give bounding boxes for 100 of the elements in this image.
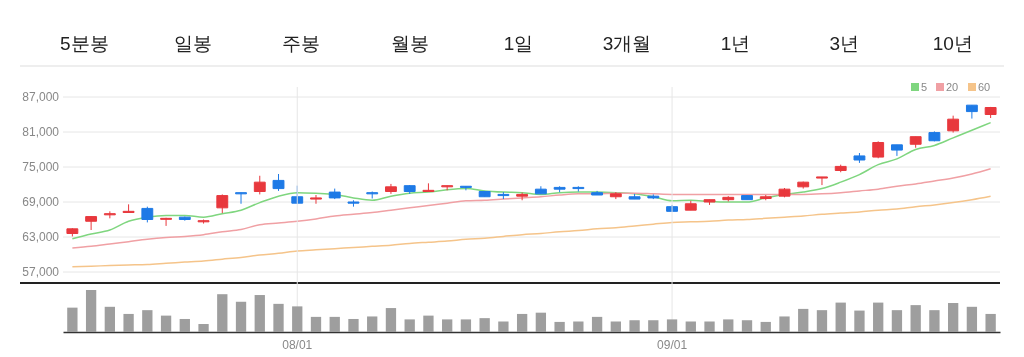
candlestick bbox=[385, 183, 397, 195]
bar bbox=[385, 308, 397, 332]
candlestick bbox=[478, 190, 491, 198]
bar bbox=[292, 306, 303, 332]
candlestick bbox=[310, 194, 322, 205]
candlestick bbox=[609, 191, 622, 200]
bar bbox=[498, 321, 509, 332]
candlestick bbox=[160, 217, 172, 227]
bar bbox=[704, 321, 715, 332]
candlestick bbox=[85, 215, 98, 231]
bar bbox=[966, 306, 978, 332]
period-tabs: 5분봉 일봉 주봉 월봉 1일 3개월 1년 3년 10년 bbox=[60, 32, 973, 54]
candlestick bbox=[891, 144, 903, 157]
bar bbox=[423, 315, 434, 332]
candlestick bbox=[703, 199, 716, 206]
bar bbox=[891, 310, 903, 332]
line-series bbox=[71, 121, 992, 240]
line-series bbox=[71, 168, 992, 249]
candlestick bbox=[534, 185, 547, 195]
bar bbox=[554, 321, 565, 332]
y-tick-label: 81,000 bbox=[22, 125, 60, 140]
bar bbox=[929, 310, 940, 332]
bar bbox=[142, 310, 153, 332]
candlestick bbox=[572, 185, 585, 192]
candlestick bbox=[909, 136, 922, 149]
candlestick bbox=[178, 216, 191, 222]
candlestick bbox=[122, 203, 135, 213]
bar bbox=[910, 305, 921, 332]
bar bbox=[160, 315, 172, 332]
candlestick bbox=[497, 191, 510, 200]
bar bbox=[442, 319, 453, 332]
bar bbox=[535, 312, 547, 332]
candlestick bbox=[984, 106, 997, 119]
bar bbox=[723, 319, 734, 332]
bar bbox=[816, 310, 828, 332]
candlestick bbox=[272, 173, 285, 192]
bar bbox=[85, 290, 97, 332]
bar bbox=[179, 318, 190, 332]
legend-label: 20 bbox=[946, 80, 959, 93]
candlestick bbox=[403, 184, 416, 195]
bar bbox=[573, 321, 584, 332]
candlestick bbox=[816, 176, 828, 186]
bar bbox=[67, 307, 78, 332]
y-tick-label: 63,000 bbox=[22, 230, 60, 245]
candlestick bbox=[422, 182, 435, 192]
candlestick bbox=[628, 193, 641, 200]
bar bbox=[123, 313, 134, 332]
y-tick-label: 75,000 bbox=[22, 160, 60, 175]
bar bbox=[741, 320, 753, 332]
candlestick bbox=[947, 115, 960, 134]
candlestick bbox=[347, 199, 360, 208]
bar bbox=[516, 313, 528, 332]
bar bbox=[873, 302, 884, 332]
candlestick bbox=[778, 187, 791, 198]
bar bbox=[629, 320, 640, 332]
bar bbox=[591, 316, 603, 332]
candlestick bbox=[516, 192, 529, 201]
bar bbox=[798, 308, 809, 332]
line-series bbox=[71, 195, 992, 268]
candlestick bbox=[834, 164, 847, 173]
candlestick bbox=[366, 191, 379, 199]
bar bbox=[367, 316, 378, 332]
bar bbox=[198, 324, 209, 332]
bar bbox=[479, 318, 490, 332]
candlestick bbox=[253, 175, 266, 195]
bar bbox=[760, 321, 771, 332]
candlestick bbox=[647, 193, 660, 200]
bar bbox=[348, 318, 359, 332]
candlestick bbox=[235, 192, 247, 205]
candlestick bbox=[684, 200, 697, 211]
bar bbox=[648, 320, 659, 332]
candlestick bbox=[741, 194, 753, 201]
candlestick bbox=[722, 195, 735, 202]
y-tick-label: 69,000 bbox=[22, 195, 60, 210]
bar bbox=[329, 316, 340, 332]
candlestick bbox=[591, 190, 604, 196]
candlestick bbox=[459, 185, 472, 191]
legend-label: 60 bbox=[978, 80, 991, 93]
bar bbox=[948, 303, 959, 332]
candlestick bbox=[141, 206, 154, 223]
candlestick bbox=[441, 185, 454, 191]
bar bbox=[310, 316, 322, 332]
bar bbox=[254, 295, 265, 332]
candlestick bbox=[853, 152, 866, 164]
bar bbox=[404, 319, 415, 332]
bar bbox=[104, 306, 115, 332]
y-tick-label: 57,000 bbox=[22, 265, 60, 280]
candlestick bbox=[553, 185, 566, 193]
candlestick bbox=[928, 130, 941, 142]
candlestick bbox=[965, 104, 978, 120]
bar bbox=[666, 319, 678, 332]
bar bbox=[273, 303, 284, 332]
bar bbox=[217, 294, 228, 332]
bar bbox=[985, 313, 996, 332]
bar bbox=[235, 301, 247, 332]
candlestick bbox=[216, 193, 229, 214]
bar bbox=[460, 319, 472, 332]
candlestick bbox=[103, 210, 116, 219]
y-tick-label: 87,000 bbox=[22, 90, 60, 105]
x-tick-label: 09/01 bbox=[657, 337, 688, 352]
